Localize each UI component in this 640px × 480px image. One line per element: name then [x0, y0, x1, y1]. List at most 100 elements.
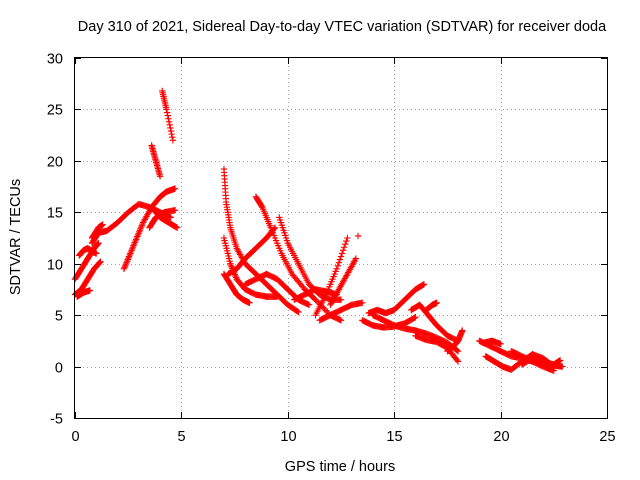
data-point [138, 222, 146, 229]
series-arc-22 [327, 255, 360, 309]
series-arc-7 [120, 185, 179, 273]
data-point [246, 299, 253, 306]
data-point [167, 124, 174, 132]
data-point [163, 106, 170, 113]
data-point [232, 272, 239, 280]
data-point [132, 237, 139, 245]
x-tick-label: 0 [71, 429, 79, 445]
data-point [131, 239, 138, 246]
data-point [121, 264, 128, 271]
data-point [258, 202, 265, 210]
series-arc-14 [220, 270, 253, 306]
data-point [169, 134, 176, 141]
series-arc-23 [354, 232, 362, 240]
series-arc-24 [365, 281, 428, 317]
series-arc-11 [148, 142, 164, 180]
series-arc-17 [242, 270, 313, 309]
data-point [171, 207, 179, 214]
data-point [97, 258, 104, 265]
series-arc-8 [146, 207, 179, 231]
data-point [321, 305, 328, 313]
data-point [556, 357, 564, 364]
data-point [122, 261, 130, 268]
data-point [126, 251, 133, 259]
data-point [336, 256, 344, 263]
data-point [93, 250, 100, 257]
data-point [163, 109, 171, 116]
data-point [337, 253, 345, 260]
data-point [294, 308, 301, 315]
data-point [129, 244, 137, 251]
series-arc-34 [518, 355, 564, 368]
x-tick-label: 15 [386, 429, 402, 445]
data-point [171, 185, 179, 192]
data-point [165, 118, 173, 125]
data-point [123, 259, 130, 266]
data-point [322, 307, 330, 314]
data-point [139, 220, 146, 228]
series-arc-13 [220, 234, 281, 300]
data-point [352, 255, 360, 262]
data-point [351, 256, 359, 264]
x-tick-label: 20 [493, 429, 509, 445]
data-point [167, 214, 174, 221]
data-point [433, 299, 440, 306]
data-point [359, 299, 366, 306]
data-point [124, 256, 131, 263]
data-point [132, 236, 140, 243]
data-point [137, 225, 144, 232]
data-point [295, 308, 302, 316]
data-point [273, 293, 281, 300]
data-point [167, 127, 175, 135]
data-point [343, 237, 350, 245]
data-point [120, 265, 128, 273]
y-tick-label: 25 [47, 103, 63, 119]
data-point [130, 240, 138, 248]
chart-title: Day 310 of 2021, Sidereal Day-to-day VTE… [78, 19, 607, 35]
data-point [135, 230, 142, 237]
data-point [125, 254, 132, 262]
series-arc-30 [422, 299, 440, 314]
data-point [497, 340, 504, 348]
data-point [173, 224, 181, 231]
data-point [454, 358, 462, 365]
series-arc-2 [71, 239, 102, 283]
series-arc-6 [88, 221, 106, 242]
data-point [134, 231, 142, 239]
data-point [156, 173, 164, 180]
series-arc-3 [76, 245, 100, 259]
data-point [333, 265, 340, 273]
data-point [227, 262, 235, 269]
data-point [168, 130, 175, 138]
x-tick-label: 10 [280, 429, 296, 445]
y-tick-label: 5 [55, 309, 63, 325]
data-point [459, 327, 466, 334]
series-arc-35 [480, 337, 504, 348]
data-point [354, 232, 362, 240]
data-point [99, 221, 106, 228]
data-point [305, 301, 313, 309]
data-point [338, 250, 346, 257]
data-point [127, 250, 134, 257]
data-point [550, 367, 557, 374]
series-arc-15 [225, 224, 279, 278]
data-point [559, 363, 566, 370]
data-point [344, 234, 351, 242]
y-tick-label: 20 [47, 155, 63, 171]
y-tick-label: 10 [47, 258, 63, 274]
data-point [227, 260, 234, 267]
data-point [137, 224, 145, 231]
data-point [125, 253, 133, 260]
data-point [127, 248, 135, 256]
y-axis-label: SDTVAR / TECUs [8, 179, 24, 295]
data-point [313, 298, 321, 305]
series-arc-21 [312, 234, 351, 319]
series-arc-20 [316, 299, 366, 324]
data-point [454, 347, 462, 355]
y-tick-label: 30 [47, 52, 63, 68]
data-point [166, 121, 173, 129]
data-point [130, 242, 137, 249]
data-point [453, 347, 461, 354]
data-point [335, 259, 343, 266]
